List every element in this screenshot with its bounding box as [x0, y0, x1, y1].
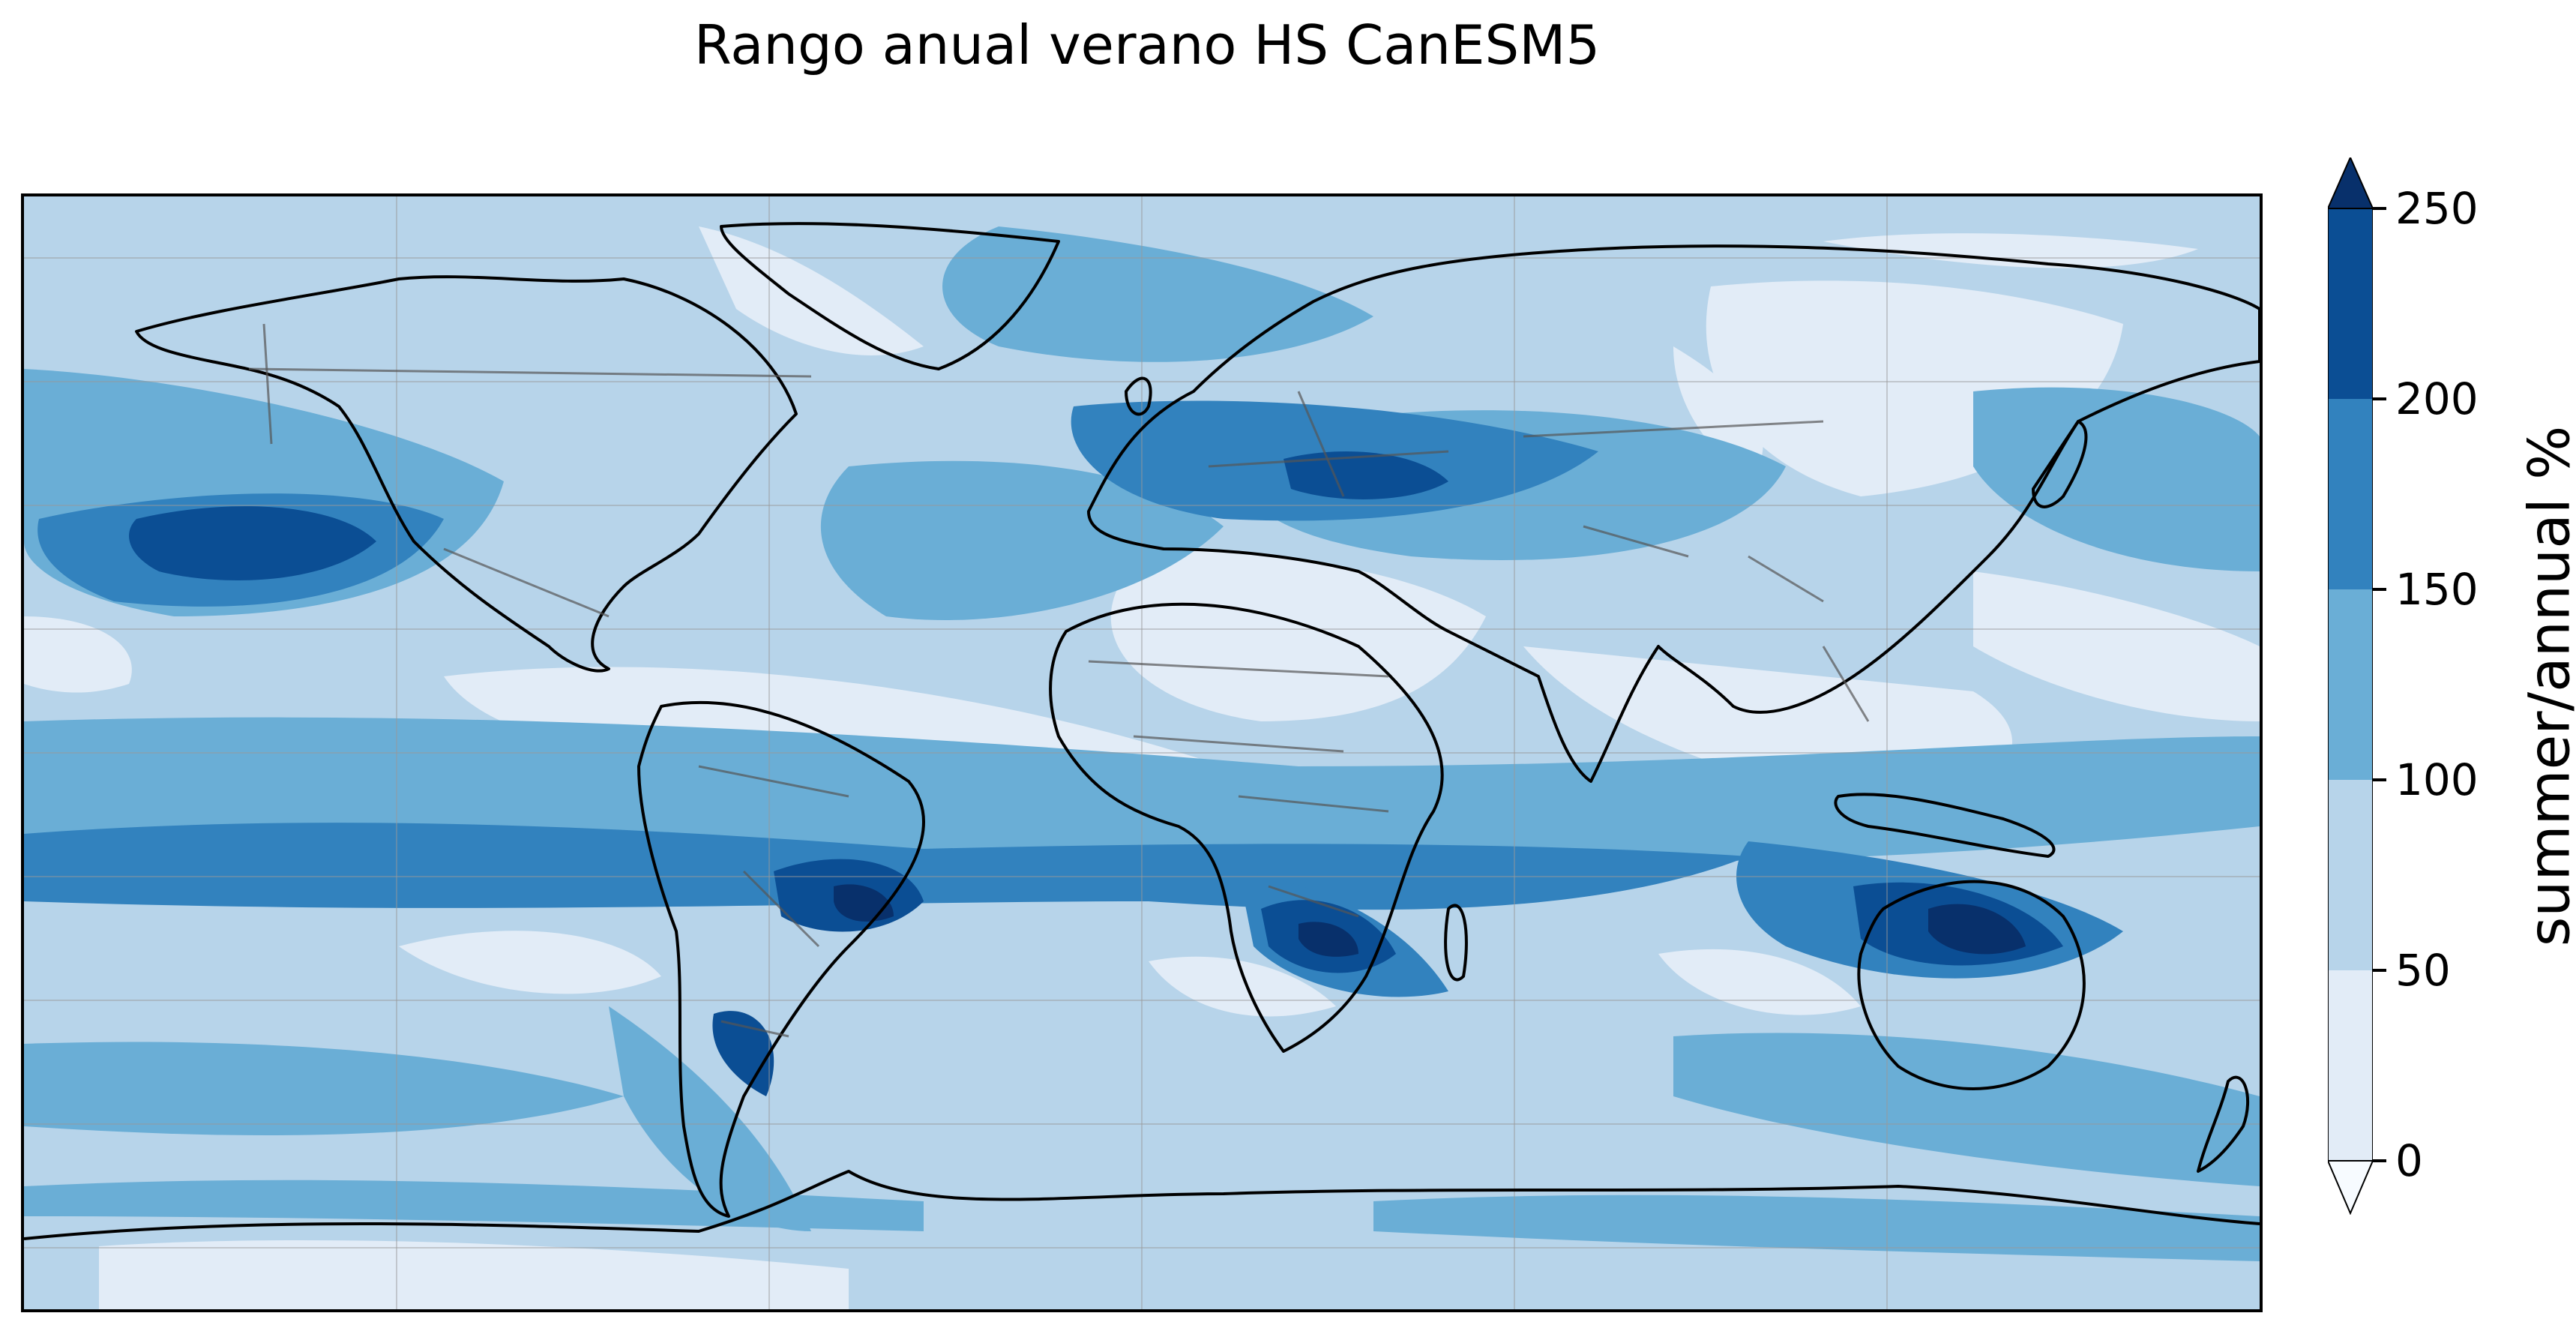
coast-madagascar — [1444, 904, 1468, 982]
coast-uk — [1125, 376, 1152, 416]
colorbar-over-extension — [2326, 155, 2374, 209]
colorbar-bin-200-250 — [2328, 208, 2373, 399]
colorbar-bin-100-150 — [2328, 589, 2373, 780]
coast-new-zealand — [2197, 1075, 2250, 1173]
contour-map — [24, 196, 2260, 1309]
coast-eurasia — [1087, 244, 2260, 783]
colorbar-tick-250: 250 — [2395, 183, 2479, 234]
coast-africa — [1049, 602, 1444, 1053]
coast-antarctica — [24, 1170, 2260, 1240]
colorbar — [2326, 155, 2374, 1216]
colorbar-tick-50: 50 — [2395, 945, 2451, 996]
coast-greenland — [720, 222, 1060, 370]
contour-band-over-250 — [834, 884, 2026, 957]
map-title: Rango anual verano HS CanESM5 — [693, 13, 1601, 76]
colorbar-bin-0-50 — [2328, 970, 2373, 1161]
map-panel[interactable] — [21, 193, 2263, 1312]
coast-australia — [1857, 880, 2086, 1090]
colorbar-tick-0: 0 — [2395, 1135, 2423, 1186]
country-borders — [248, 323, 1870, 1038]
colorbar-under-extension — [2326, 1160, 2374, 1216]
colorbar-label: summer/annual % — [2515, 425, 2576, 947]
colorbar-bin-150-200 — [2328, 399, 2373, 589]
colorbar-tick-200: 200 — [2395, 373, 2479, 424]
colorbar-tick-150: 150 — [2395, 564, 2479, 615]
coast-north-america — [135, 275, 798, 673]
gridlines — [24, 196, 2260, 1309]
coast-indonesia — [1834, 793, 2056, 858]
coast-south-america — [637, 700, 925, 1218]
coast-japan — [2032, 420, 2088, 508]
colorbar-bin-50-100 — [2328, 780, 2373, 970]
colorbar-tick-100: 100 — [2395, 754, 2479, 805]
coastlines — [24, 222, 2260, 1240]
